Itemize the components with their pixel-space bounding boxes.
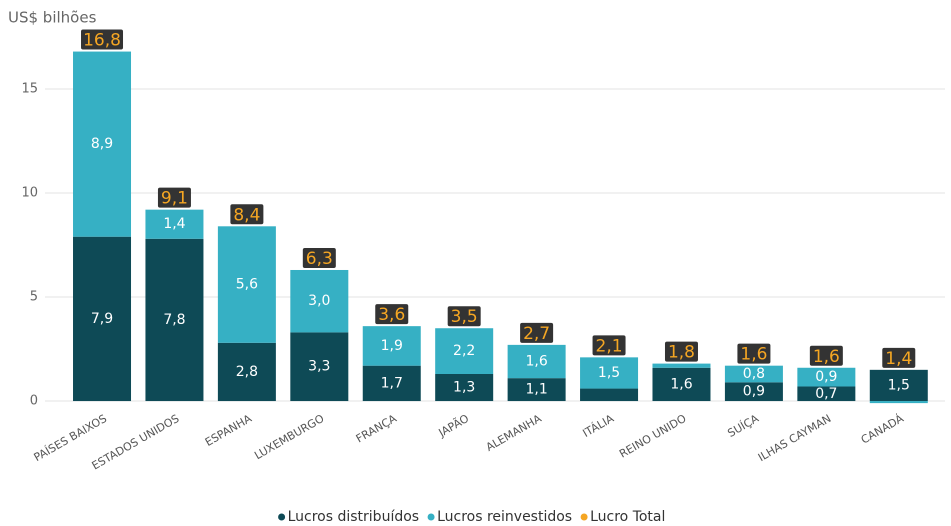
x-tick-label: JAPÃO	[436, 412, 472, 440]
data-label: 7,8	[163, 312, 185, 328]
data-label: 3,3	[308, 359, 330, 375]
data-label: 0,9	[743, 384, 765, 400]
x-tick-label: ESPANHA	[203, 412, 254, 449]
total-label: 1,6	[740, 345, 767, 365]
legend-label: Lucros reinvestidos	[437, 509, 572, 525]
total-label: 2,1	[596, 336, 623, 356]
x-tick-label: ITÁLIA	[580, 412, 616, 440]
bar-segment	[435, 373, 494, 402]
total-label-box	[302, 247, 336, 268]
bar-segment	[362, 365, 421, 402]
bar-segment	[435, 328, 494, 374]
x-tick-label: SUÍÇA	[725, 412, 761, 440]
data-label: 3,0	[308, 293, 330, 309]
bar-segment	[362, 326, 421, 366]
y-axis-title: US$ bilhões	[8, 9, 97, 27]
total-label-box	[375, 304, 409, 325]
data-label: 1,3	[453, 380, 475, 396]
total-label: 16,8	[83, 31, 121, 51]
data-label: 0,7	[815, 386, 837, 402]
bar-segment	[797, 386, 856, 402]
legend-marker	[427, 513, 435, 521]
data-label: 7,9	[91, 311, 113, 327]
bar-segment	[290, 332, 349, 402]
total-label-box	[882, 347, 916, 368]
total-label: 9,1	[161, 189, 188, 209]
bar-segment	[797, 367, 856, 387]
bar-segment	[217, 226, 276, 343]
total-label: 8,4	[233, 205, 260, 225]
bar-segment	[290, 269, 349, 333]
data-label: 1,7	[381, 375, 403, 391]
x-tick-label: REINO UNIDO	[617, 412, 689, 461]
legend-label: Lucros distribuídos	[288, 509, 419, 525]
bar-segment	[652, 367, 711, 402]
data-label: 1,9	[381, 338, 403, 354]
bar-segment	[507, 378, 566, 402]
x-tick-label: ALEMANHA	[484, 412, 544, 454]
total-label: 1,8	[668, 343, 695, 363]
data-label: 1,1	[525, 382, 547, 398]
total-label: 1,4	[885, 349, 912, 369]
data-label: 1,6	[670, 376, 692, 392]
legend-marker	[278, 513, 286, 521]
bar-segment	[724, 365, 783, 383]
data-label: 8,9	[91, 136, 113, 152]
y-tick-label: 5	[30, 290, 38, 305]
total-label-box	[592, 335, 626, 356]
x-tick-label: CANADÁ	[859, 412, 906, 447]
y-tick-label: 10	[21, 186, 38, 201]
total-label-box	[737, 343, 771, 364]
bar-segment	[145, 209, 204, 239]
bar-segment	[869, 401, 928, 404]
total-label-box	[447, 306, 481, 327]
bar-segment	[73, 51, 132, 237]
x-tick-label: FRANÇA	[354, 412, 399, 446]
bar-segment	[724, 382, 783, 402]
y-tick-label: 0	[30, 394, 38, 409]
x-tick-label: ILHAS CAYMAN	[756, 412, 833, 464]
total-label: 2,7	[523, 324, 550, 344]
total-label-box	[520, 322, 554, 343]
total-label-box	[81, 29, 124, 50]
data-label: 1,5	[598, 365, 620, 381]
bar-segment	[869, 369, 928, 402]
bar-segment	[145, 238, 204, 402]
bar-segment	[507, 344, 566, 379]
legend: Lucros distribuídos Lucros reinvestidos Lu…	[278, 509, 665, 525]
data-label: 0,8	[743, 366, 765, 382]
x-tick-label: LUXEMBURGO	[252, 412, 326, 462]
data-label: 1,5	[888, 377, 910, 393]
total-label: 1,6	[813, 347, 840, 367]
bar-segment	[580, 357, 639, 389]
total-label: 6,3	[306, 249, 333, 269]
total-label: 3,6	[378, 305, 405, 325]
data-label: 2,2	[453, 343, 475, 359]
legend-label: Lucro Total	[590, 509, 665, 525]
bar-segment	[652, 363, 711, 368]
total-label: 3,5	[451, 307, 478, 327]
total-label-box	[809, 345, 843, 366]
total-label-box	[230, 204, 264, 225]
bar-segment	[73, 236, 132, 402]
data-label: 1,6	[525, 354, 547, 370]
bar-segment	[217, 342, 276, 402]
total-label-box	[157, 187, 191, 208]
bar-segment	[580, 388, 639, 402]
data-label: 0,9	[815, 369, 837, 385]
y-tick-label: 15	[21, 82, 38, 97]
data-label: 2,8	[236, 364, 258, 380]
data-label: 1,4	[163, 216, 185, 232]
legend-marker	[580, 513, 588, 521]
total-label-box	[664, 341, 698, 362]
data-label: 5,6	[236, 277, 258, 293]
